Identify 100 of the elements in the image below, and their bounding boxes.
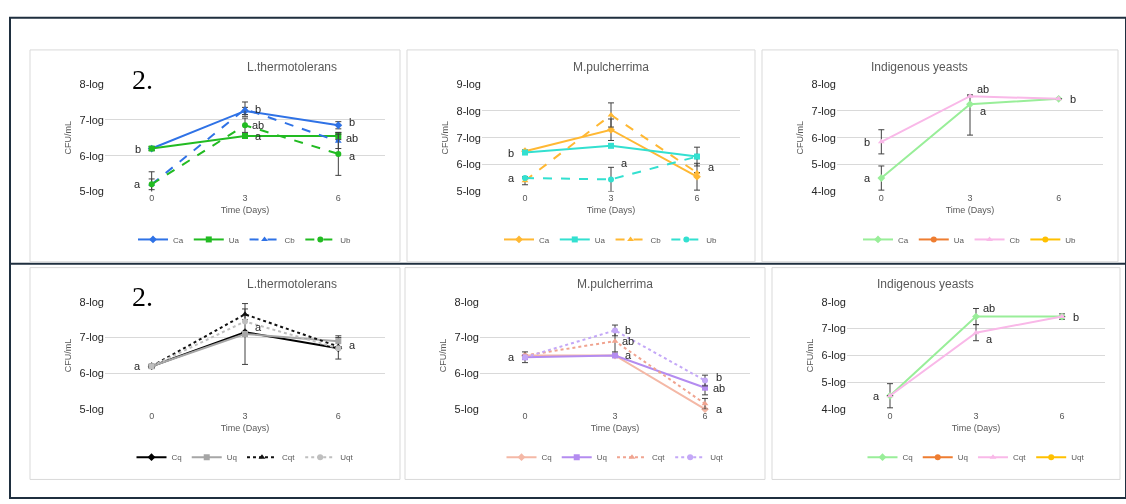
legend-label: Ub: [340, 235, 352, 245]
x-tick-label: 6: [1059, 411, 1065, 422]
y-axis-title: CFU/mL: [804, 338, 815, 373]
annotation: a: [986, 333, 993, 345]
y-tick-label: 8-log: [79, 77, 104, 90]
legend-label: Uq: [957, 453, 968, 463]
x-tick-label: 6: [335, 411, 341, 422]
annotation: b: [349, 116, 356, 128]
y-tick-label: 8-log: [821, 295, 846, 308]
x-axis-title: Time (Days): [590, 422, 640, 433]
y-tick-label: 5-log: [454, 403, 479, 416]
legend-label: Uqt: [1071, 453, 1085, 463]
annotation: a: [134, 178, 141, 190]
legend-label: Cq: [171, 453, 182, 463]
legend-label: Ua: [228, 235, 240, 245]
annotation: b: [1070, 93, 1077, 105]
annotation: ab: [252, 119, 265, 131]
legend-label: Uqt: [340, 453, 354, 463]
legend-label: Cb: [284, 235, 296, 245]
y-tick-label: 6-log: [454, 367, 479, 380]
annotation: 2.: [132, 64, 153, 95]
legend-label: Ub: [706, 235, 718, 245]
y-axis-title: CFU/mL: [439, 121, 450, 155]
legend-label: Cq: [541, 453, 552, 463]
y-tick-label: 7-log: [79, 331, 104, 344]
x-tick-label: 6: [335, 193, 341, 204]
annotation: a: [134, 360, 141, 372]
annotation: b: [716, 371, 723, 383]
annotation: ab: [622, 335, 635, 347]
chart-title: Indigenous yeasts: [871, 60, 968, 74]
chart-title: Indigenous yeasts: [877, 277, 974, 291]
legend-label: Cb: [650, 235, 662, 245]
y-tick-label: 8-log: [456, 104, 481, 117]
x-tick-label: 6: [1056, 193, 1062, 204]
annotation: ab: [983, 302, 996, 314]
annotation: b: [1073, 311, 1080, 323]
annotation: a: [708, 161, 715, 173]
y-axis-title: CFU/mL: [62, 121, 73, 155]
x-tick-label: 0: [149, 411, 155, 422]
x-tick-label: 3: [612, 411, 618, 422]
annotation: ab: [713, 382, 726, 394]
y-tick-label: 7-log: [821, 322, 846, 335]
annotation: ab: [346, 132, 359, 144]
annotation: a: [621, 157, 628, 169]
legend-label: Ca: [173, 235, 184, 245]
y-tick-label: 8-log: [811, 77, 836, 90]
x-tick-label: 0: [878, 193, 884, 204]
legend-label: Cq: [902, 453, 913, 463]
legend-label: Ub: [1065, 235, 1077, 245]
x-tick-label: 0: [149, 193, 155, 204]
y-tick-label: 7-log: [811, 104, 836, 117]
x-tick-label: 0: [522, 411, 528, 422]
annotation: b: [508, 147, 515, 159]
legend-label: Cqt: [281, 453, 296, 463]
annotation: b: [255, 103, 262, 115]
x-tick-label: 3: [242, 411, 248, 422]
annotation: a: [508, 351, 515, 363]
annotation: a: [349, 339, 356, 351]
x-axis-title: Time (Days): [945, 205, 995, 216]
legend-label: Cqt: [1012, 453, 1027, 463]
x-tick-label: 0: [887, 411, 893, 422]
annotation: a: [864, 172, 871, 184]
annotation: ab: [977, 83, 990, 95]
y-tick-label: 6-log: [79, 149, 104, 162]
y-tick-label: 7-log: [454, 331, 479, 344]
annotation: a: [873, 390, 880, 402]
y-tick-label: 6-log: [811, 131, 836, 144]
x-axis-title: Time (Days): [220, 205, 270, 216]
annotation: a: [980, 105, 987, 117]
x-tick-label: 3: [973, 411, 979, 422]
y-tick-label: 6-log: [456, 158, 481, 171]
y-tick-label: 5-log: [456, 185, 481, 198]
legend-label: Uqt: [710, 453, 724, 463]
annotation: a: [349, 150, 356, 162]
y-axis-title: CFU/mL: [437, 338, 448, 373]
y-tick-label: 7-log: [456, 131, 481, 144]
x-tick-label: 0: [522, 193, 528, 204]
legend-label: Cqt: [651, 453, 666, 463]
annotation: a: [508, 172, 515, 184]
legend-label: Ca: [898, 235, 909, 245]
annotation: b: [135, 143, 142, 155]
y-tick-label: 5-log: [79, 403, 104, 416]
legend-label: Cb: [1009, 235, 1021, 245]
annotation: b: [625, 324, 632, 336]
x-tick-label: 3: [242, 193, 248, 204]
legend-label: Uq: [226, 453, 237, 463]
x-tick-label: 3: [967, 193, 973, 204]
annotation: 2.: [132, 281, 153, 312]
y-tick-label: 5-log: [79, 185, 104, 198]
x-axis-title: Time (Days): [951, 422, 1001, 433]
y-tick-label: 8-log: [79, 295, 104, 308]
x-tick-label: 6: [694, 193, 700, 204]
y-axis-title: CFU/mL: [62, 338, 73, 373]
x-axis-title: Time (Days): [586, 205, 636, 216]
y-tick-label: 7-log: [79, 113, 104, 126]
chart-title: L.thermotolerans: [247, 60, 338, 74]
x-tick-label: 6: [702, 411, 708, 422]
y-tick-label: 8-log: [454, 295, 479, 308]
y-tick-label: 6-log: [79, 367, 104, 380]
y-axis-title: CFU/mL: [794, 121, 805, 155]
